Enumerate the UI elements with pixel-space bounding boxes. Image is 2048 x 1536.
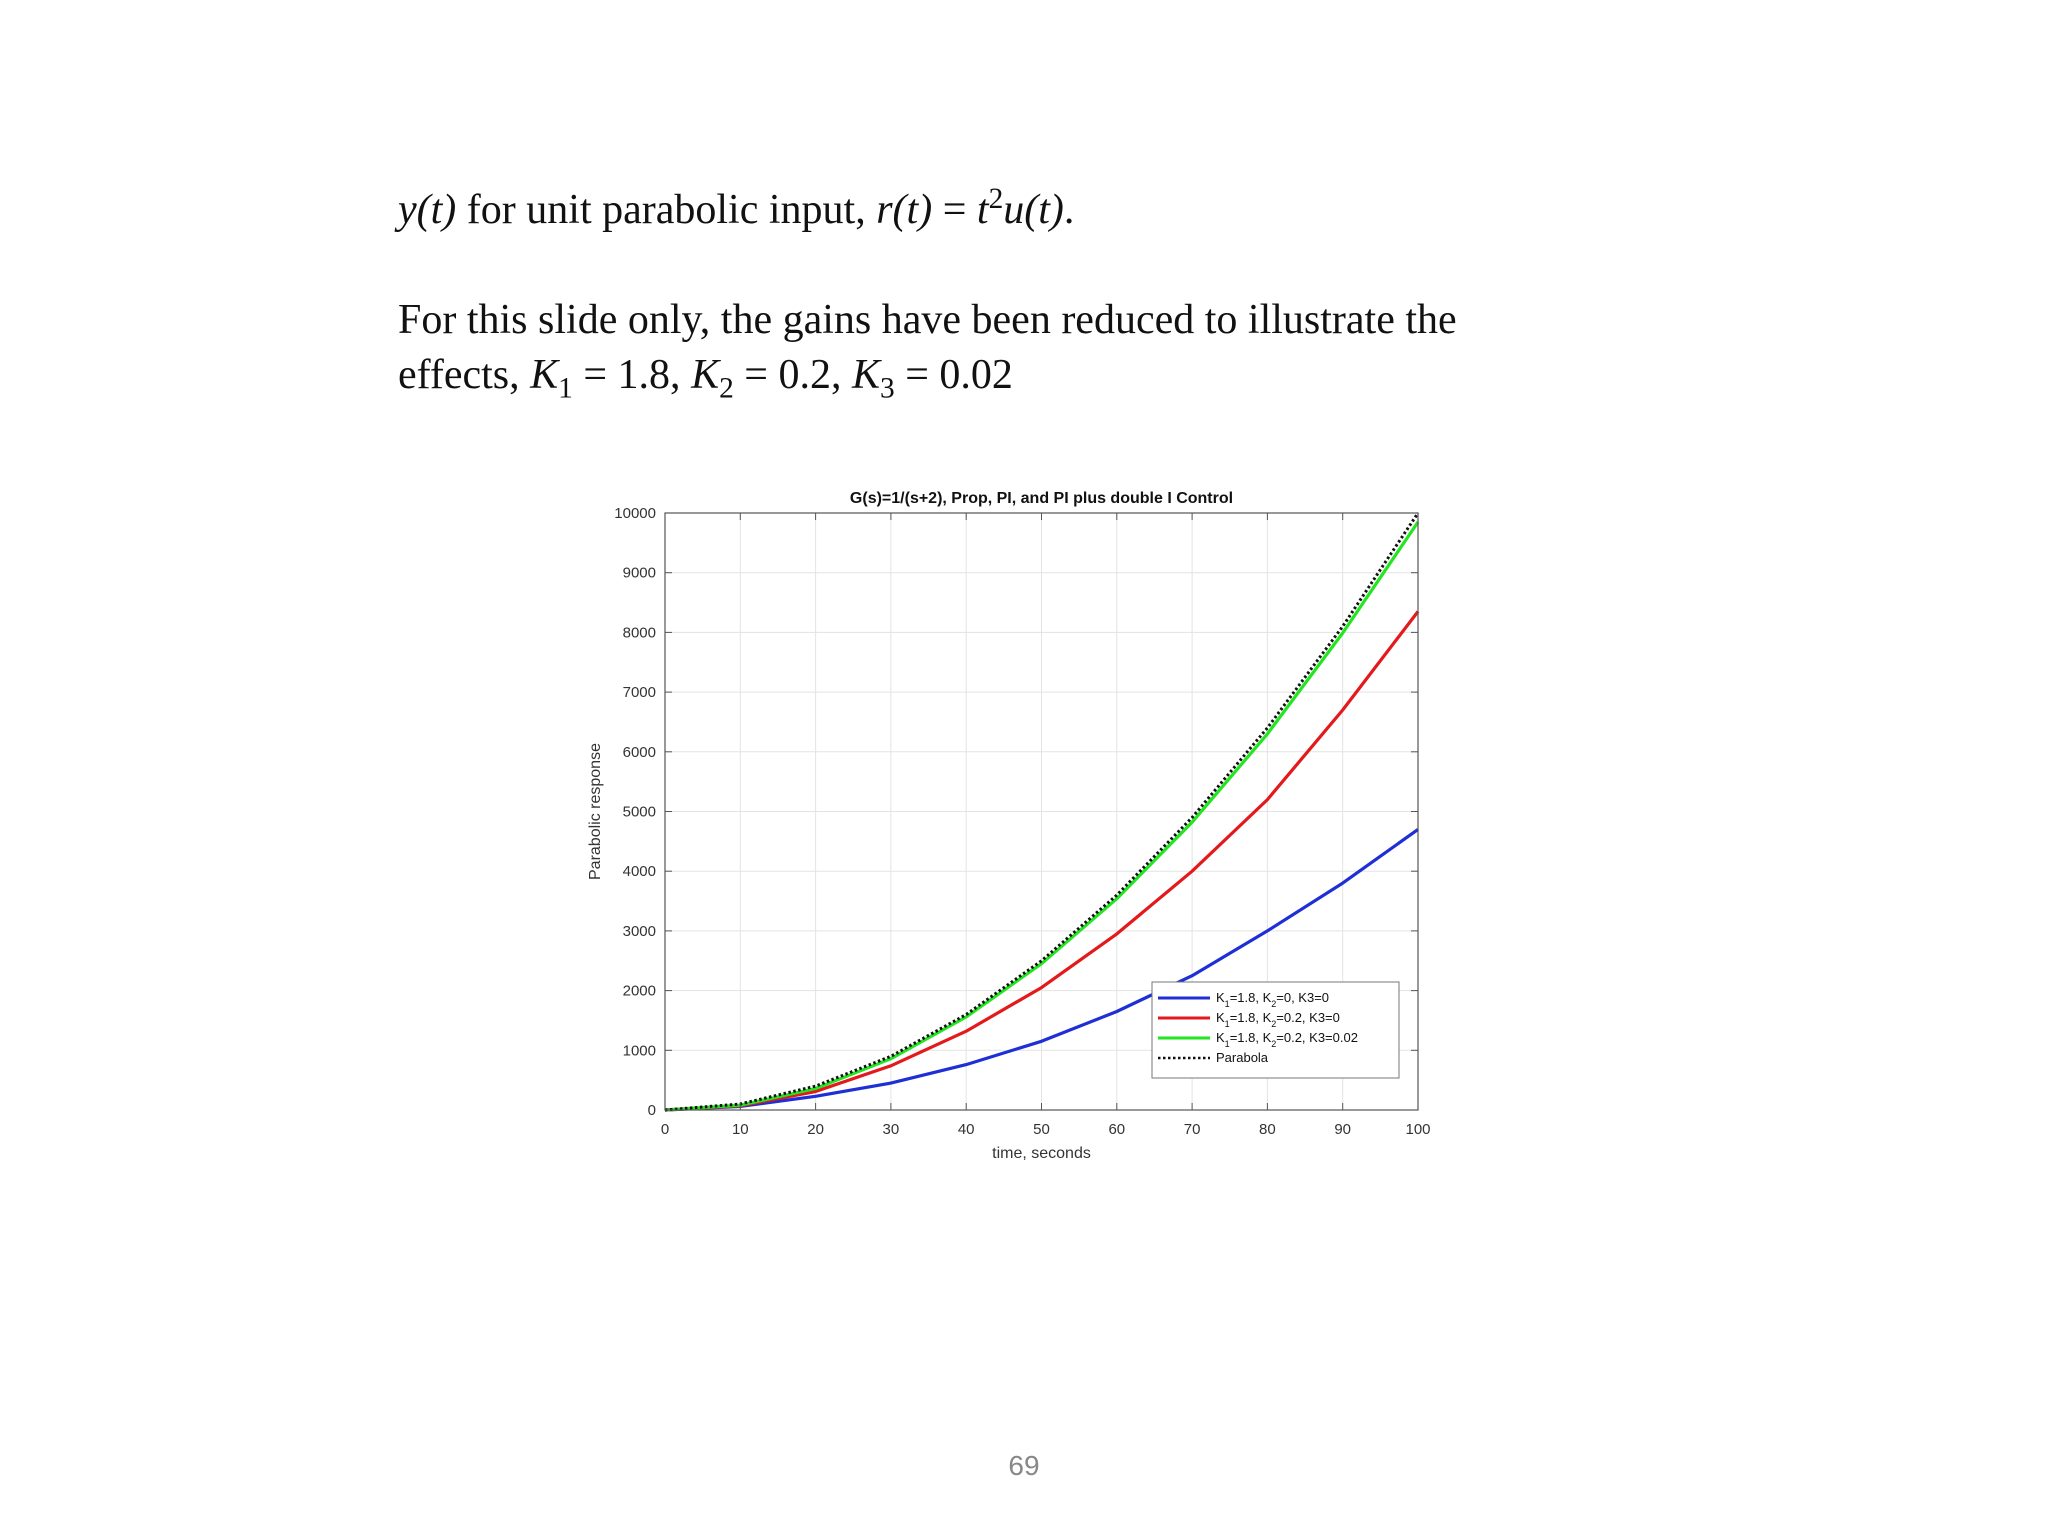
chart-title: G(s)=1/(s+2), Prop, PI, and PI plus doub… <box>850 490 1233 507</box>
y-tick-label: 6000 <box>623 744 656 761</box>
y-axis-label: Parabolic response <box>587 743 604 880</box>
x-tick-label: 100 <box>1405 1121 1430 1138</box>
x-tick-label: 0 <box>661 1121 669 1138</box>
k2-value: = 0.2, <box>733 352 852 398</box>
y-tick-label: 4000 <box>623 863 656 880</box>
legend-text-part: K <box>1216 1010 1225 1025</box>
legend-text-part: =1.8, K <box>1230 1010 1272 1025</box>
chart-container: 0 10 20 30 40 50 60 70 80 90 100 0 1000 2000 3000 4000 5… <box>560 480 1460 1180</box>
y-tick-label: 0 <box>648 1102 656 1119</box>
equals-sign: = <box>932 187 977 233</box>
series-line-2 <box>664 610 1420 1112</box>
legend-text-part: 2 <box>1271 1019 1276 1029</box>
legend-text-part: =1.8, K <box>1230 1030 1272 1045</box>
y-tick-label: 7000 <box>623 684 656 701</box>
x-tick-label: 50 <box>1033 1121 1050 1138</box>
legend-text-part: K <box>1216 990 1225 1005</box>
t-symbol: t <box>976 187 989 233</box>
y-of-t: y(t) <box>398 187 457 233</box>
k3-subscript: 3 <box>879 372 895 405</box>
k3-symbol: K <box>851 352 880 398</box>
y-tick-label: 10000 <box>614 505 656 522</box>
series-line-3 <box>664 521 1420 1112</box>
k1-subscript: 1 <box>558 372 573 405</box>
x-tick-label: 60 <box>1108 1121 1125 1138</box>
chart-svg: 0 10 20 30 40 50 60 70 80 90 100010002000300040005… <box>587 490 1431 1162</box>
series-layer <box>664 512 1420 1112</box>
y-tick-label: 9000 <box>623 565 656 582</box>
k3-value: = 0.02 <box>894 352 1013 398</box>
y-tick-label: 8000 <box>623 624 656 641</box>
legend-text-part: 1 <box>1225 1039 1230 1049</box>
u-of-t: u(t) <box>1003 187 1064 233</box>
x-tick-label: 80 <box>1259 1121 1276 1138</box>
t-exponent: 2 <box>988 183 1004 215</box>
slide-line-1: y(t) for unit parabolic input, r(t) = t2… <box>398 182 1074 238</box>
legend-text-part: Parabola <box>1216 1050 1269 1065</box>
x-tick-label: 20 <box>807 1121 824 1138</box>
legend-text-part: =0, K3=0 <box>1276 990 1329 1005</box>
slide-line-3: effects, K1 = 1.8, K2 = 0.2, K3 = 0.02 <box>398 347 1013 403</box>
slide-line-2: For this slide only, the gains have been… <box>398 297 1457 343</box>
x-tick-label: 70 <box>1184 1121 1201 1138</box>
k1-symbol: K <box>530 352 559 398</box>
k2-symbol: K <box>691 352 720 398</box>
legend-text-part: =0.2, K3=0 <box>1276 1010 1340 1025</box>
y-tick-label: 3000 <box>623 923 656 940</box>
x-tick-label: 90 <box>1334 1121 1351 1138</box>
legend-label-3: K1=1.8, K2=0.2, K3=0.02 <box>1216 1030 1358 1049</box>
k1-value: = 1.8, <box>572 352 692 398</box>
x-axis-label: time, seconds <box>992 1145 1091 1162</box>
series-line-4 <box>664 512 1420 1112</box>
legend-label-1: K1=1.8, K2=0, K3=0 <box>1216 990 1329 1009</box>
legend-text-part: 2 <box>1271 1039 1276 1049</box>
line1-text: for unit parabolic input, <box>456 187 877 233</box>
x-tick-label: 40 <box>958 1121 975 1138</box>
x-tick-label: 10 <box>732 1121 749 1138</box>
legend-label-2: K1=1.8, K2=0.2, K3=0 <box>1216 1010 1340 1029</box>
y-tick-label: 5000 <box>623 804 656 821</box>
legend: K1=1.8, K2=0, K3=0K1=1.8, K2=0.2, K3=0K1… <box>1151 981 1400 1079</box>
legend-text-part: 1 <box>1225 999 1230 1009</box>
legend-text-part: K <box>1216 1030 1225 1045</box>
y-tick-label: 2000 <box>623 983 656 1000</box>
page-number: 69 <box>1008 1450 1040 1481</box>
k2-subscript: 2 <box>719 372 734 405</box>
legend-text-part: 1 <box>1225 1019 1230 1029</box>
x-tick-label: 30 <box>883 1121 900 1138</box>
legend-text-part: =1.8, K <box>1230 990 1272 1005</box>
legend-text-part: =0.2, K3=0.02 <box>1276 1030 1358 1045</box>
y-tick-label: 1000 <box>623 1042 656 1059</box>
line1-end: . <box>1063 187 1075 233</box>
series-line-1 <box>664 828 1419 1112</box>
r-of-t: r(t) <box>876 187 933 233</box>
legend-text-part: 2 <box>1271 999 1276 1009</box>
legend-label-4: Parabola <box>1216 1050 1269 1065</box>
ticks-layer: 0 10 20 30 40 50 60 70 80 90 100010002000300040005… <box>614 505 1430 1138</box>
line3-prefix: effects, <box>398 352 531 398</box>
